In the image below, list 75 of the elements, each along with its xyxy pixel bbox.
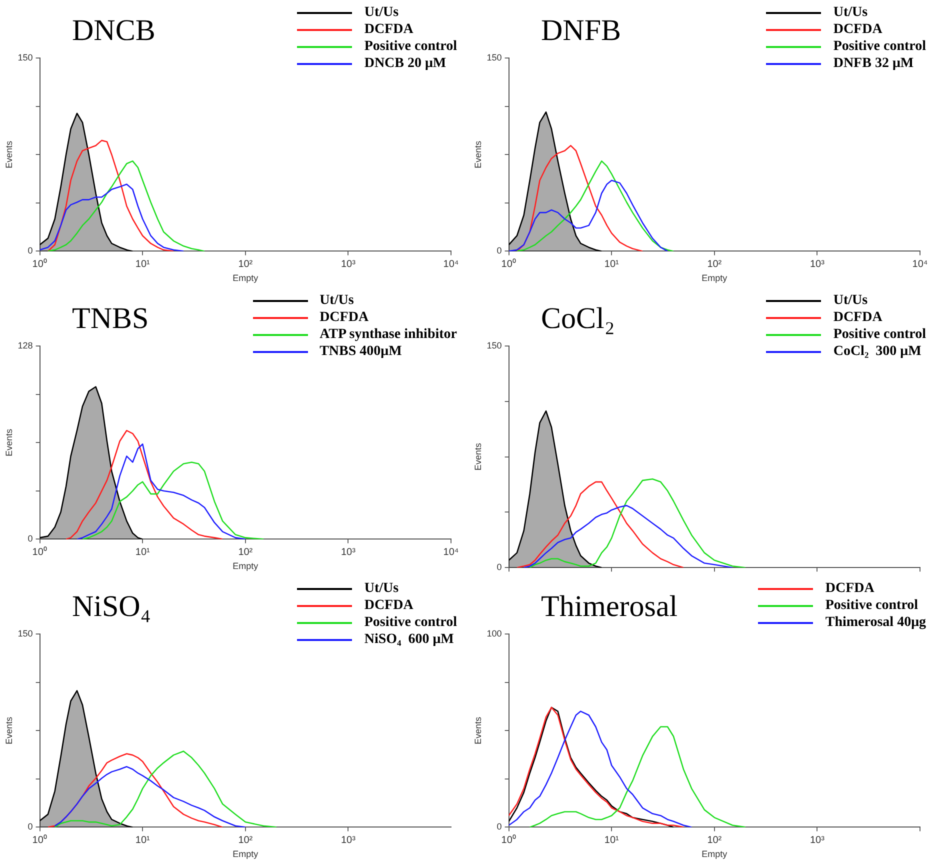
y-tick-label: 0 bbox=[28, 246, 33, 256]
x-tick-label: 10⁰ bbox=[501, 834, 516, 846]
chart-title: TNBS bbox=[72, 302, 149, 336]
y-axis-title: Events bbox=[4, 428, 14, 456]
y-tick-label: 150 bbox=[486, 340, 502, 350]
x-tick-label: 10² bbox=[238, 546, 254, 558]
y-tick-label: 150 bbox=[18, 628, 33, 638]
y-axis-title: Events bbox=[472, 140, 483, 168]
legend-label: DCFDA bbox=[825, 580, 874, 596]
y-axis-title: Events bbox=[472, 716, 483, 744]
legend-label: DCFDA bbox=[364, 598, 414, 614]
y-tick-label: 0 bbox=[28, 534, 33, 544]
y-tick-label: 0 bbox=[28, 822, 33, 832]
x-tick-label: 10⁴ bbox=[443, 258, 459, 270]
legend-label: Positive control bbox=[833, 326, 926, 342]
y-tick-label: 150 bbox=[18, 52, 33, 62]
legend-label: Ut/Us bbox=[833, 292, 868, 308]
x-tick-label: 10¹ bbox=[135, 258, 151, 270]
x-tick-label: 10³ bbox=[340, 546, 356, 558]
x-tick-label: 10¹ bbox=[604, 258, 620, 270]
x-axis-title: Empty bbox=[232, 849, 259, 860]
x-tick-label: 10⁰ bbox=[501, 258, 516, 270]
chart-title: CoCl₂ bbox=[541, 302, 615, 336]
legend-label: Ut/Us bbox=[364, 4, 399, 20]
x-tick-label: 10² bbox=[707, 258, 722, 270]
x-tick-label: 10⁴ bbox=[912, 258, 928, 270]
legend-label: Positive control bbox=[364, 38, 457, 54]
chart-title: DNCB bbox=[72, 14, 156, 48]
legend-label: NiSO₄ 600 μM bbox=[364, 632, 454, 648]
x-axis-title: Empty bbox=[232, 561, 259, 572]
legend-label: ATP synthase inhibitor bbox=[320, 326, 457, 342]
chart-title: Thimerosal bbox=[541, 590, 678, 624]
y-tick-label: 128 bbox=[18, 340, 33, 350]
x-axis-title: Empty bbox=[702, 273, 728, 284]
x-tick-label: 10³ bbox=[810, 834, 826, 846]
y-axis-title: Events bbox=[4, 716, 14, 744]
legend-label: Ut/Us bbox=[833, 4, 868, 20]
x-axis-title: Empty bbox=[702, 849, 728, 860]
x-tick-label: 10² bbox=[238, 834, 254, 846]
x-tick-label: 10³ bbox=[340, 834, 356, 846]
legend-label: DCFDA bbox=[364, 22, 414, 38]
y-tick-label: 150 bbox=[486, 52, 502, 62]
y-axis-title: Events bbox=[472, 442, 483, 471]
x-tick-label: 10² bbox=[707, 834, 722, 846]
legend-label: DCFDA bbox=[320, 310, 369, 326]
legend-label: Ut/Us bbox=[364, 580, 399, 596]
y-tick-label: 0 bbox=[496, 822, 502, 832]
x-tick-label: 10¹ bbox=[135, 546, 151, 558]
x-tick-label: 10² bbox=[238, 258, 254, 270]
chart-title: NiSO₄ bbox=[72, 590, 151, 624]
y-tick-label: 100 bbox=[486, 628, 502, 638]
y-tick-label: 0 bbox=[496, 562, 502, 572]
legend-label: DNCB 20 μM bbox=[364, 56, 446, 72]
legend-label: DNFB 32 μM bbox=[833, 56, 914, 72]
x-tick-label: 10⁴ bbox=[443, 546, 459, 558]
legend-label: Ut/Us bbox=[320, 292, 354, 308]
legend-label: DCFDA bbox=[833, 22, 882, 38]
y-axis-title: Events bbox=[4, 140, 14, 168]
chart-title: DNFB bbox=[541, 14, 622, 48]
x-axis-title: Empty bbox=[232, 273, 259, 284]
x-tick-label: 10⁰ bbox=[32, 258, 48, 270]
legend-label: Positive control bbox=[364, 614, 457, 630]
legend-label: CoCl₂ 300 μM bbox=[833, 344, 922, 360]
legend-label: Positive control bbox=[825, 598, 918, 614]
x-tick-label: 10⁰ bbox=[32, 834, 48, 846]
x-tick-label: 10¹ bbox=[135, 834, 151, 846]
y-tick-label: 0 bbox=[496, 246, 502, 256]
x-tick-label: 10¹ bbox=[604, 834, 620, 846]
x-tick-label: 10³ bbox=[810, 258, 826, 270]
legend-label: Positive control bbox=[833, 38, 926, 54]
x-tick-label: 10⁰ bbox=[32, 546, 48, 558]
legend-label: DCFDA bbox=[833, 310, 882, 326]
legend-label: TNBS 400μM bbox=[320, 344, 402, 360]
x-tick-label: 10³ bbox=[340, 258, 356, 270]
legend-label: Thimerosal 40μg bbox=[825, 614, 926, 630]
